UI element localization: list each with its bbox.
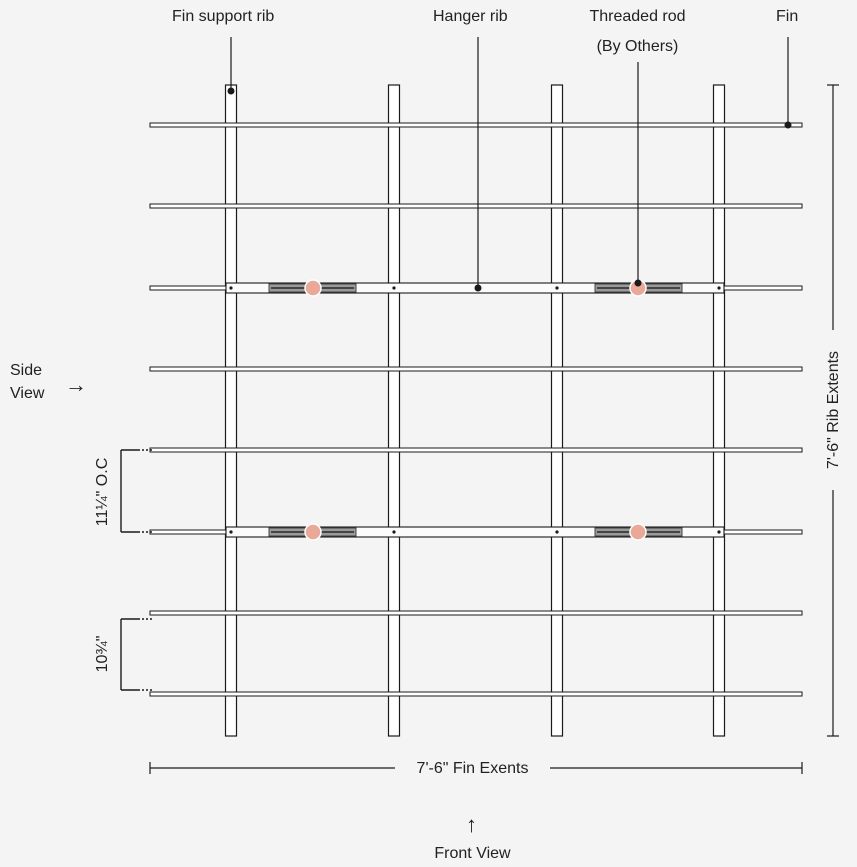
rib-extents-label: 7'-6" Rib Extents	[824, 330, 844, 490]
hanger-rib-fastener	[229, 530, 233, 534]
hanger-rib-fastener	[555, 286, 559, 290]
fin-4	[149, 366, 803, 372]
hanger-rib-label: Hanger rib	[433, 8, 508, 25]
threaded-rod-label-line1: Threaded rod	[589, 8, 686, 25]
threaded-rod-label-line2: (By Others)	[596, 38, 679, 55]
fin-2	[149, 203, 803, 209]
hanger-rib-fastener	[717, 286, 721, 290]
front-view-label: Front View	[434, 845, 511, 862]
fin-extents-label: 7'-6" Fin Exents	[395, 759, 550, 779]
fin-support-rib-label: Fin support rib	[172, 8, 275, 25]
fin-8	[149, 691, 803, 697]
fin-support-rib-4	[712, 84, 726, 737]
fin-leader-dot	[784, 121, 792, 129]
threaded-rod-marker	[304, 523, 322, 541]
hanger-rib-fastener	[229, 286, 233, 290]
side-view-label-line2: View	[10, 385, 45, 402]
threaded-rod-leader-dot	[634, 279, 642, 287]
fin-support-rib-3	[550, 84, 564, 737]
hanger-rib-2	[225, 526, 725, 538]
fin-5	[149, 447, 803, 453]
fin-spacing-oc-label: 11¼" O.C	[94, 457, 111, 527]
fin-gap-label: 10¾"	[94, 635, 111, 673]
fin-support-rib-1	[224, 84, 238, 737]
hanger-rib-leader-dot	[474, 284, 482, 292]
fin-1	[149, 122, 803, 128]
hanger-rib-fastener	[717, 530, 721, 534]
threaded-rod-marker	[304, 279, 322, 297]
side-view-label: Side View	[10, 361, 44, 404]
threaded-rod-label: Threaded rod (By Others)	[570, 7, 705, 57]
fin-label: Fin	[776, 8, 799, 25]
threaded-rod-marker	[629, 523, 647, 541]
hanger-rib-fastener	[555, 530, 559, 534]
fin-7	[149, 610, 803, 616]
hanger-rib-fastener	[392, 286, 396, 290]
hanger-rib-fastener	[392, 530, 396, 534]
fin-support-rib-2	[387, 84, 401, 737]
side-view-arrow-icon: →	[65, 372, 87, 397]
side-view-label-line1: Side	[10, 362, 43, 379]
fin-support-rib-leader-dot	[227, 87, 235, 95]
front-view-arrow-icon: ↑	[466, 812, 477, 837]
